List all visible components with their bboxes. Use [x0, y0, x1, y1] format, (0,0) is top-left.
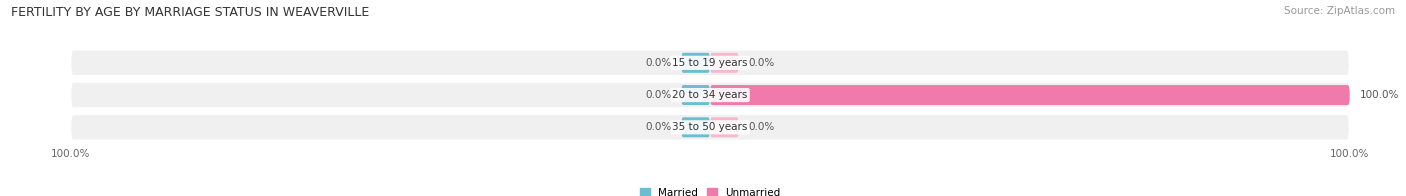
- Text: 0.0%: 0.0%: [645, 122, 672, 132]
- FancyBboxPatch shape: [710, 85, 1350, 105]
- Text: 15 to 19 years: 15 to 19 years: [672, 58, 748, 68]
- Text: 0.0%: 0.0%: [748, 122, 775, 132]
- Text: 0.0%: 0.0%: [645, 90, 672, 100]
- Text: 35 to 50 years: 35 to 50 years: [672, 122, 748, 132]
- FancyBboxPatch shape: [70, 114, 1350, 141]
- FancyBboxPatch shape: [710, 117, 738, 137]
- FancyBboxPatch shape: [710, 53, 738, 73]
- FancyBboxPatch shape: [682, 117, 710, 137]
- FancyBboxPatch shape: [682, 85, 710, 105]
- Text: 100.0%: 100.0%: [1360, 90, 1399, 100]
- FancyBboxPatch shape: [682, 53, 710, 73]
- Text: 0.0%: 0.0%: [645, 58, 672, 68]
- FancyBboxPatch shape: [70, 82, 1350, 108]
- Text: Source: ZipAtlas.com: Source: ZipAtlas.com: [1284, 6, 1395, 16]
- Text: 0.0%: 0.0%: [748, 58, 775, 68]
- Text: 20 to 34 years: 20 to 34 years: [672, 90, 748, 100]
- Legend: Married, Unmarried: Married, Unmarried: [636, 183, 785, 196]
- FancyBboxPatch shape: [70, 50, 1350, 76]
- Text: FERTILITY BY AGE BY MARRIAGE STATUS IN WEAVERVILLE: FERTILITY BY AGE BY MARRIAGE STATUS IN W…: [11, 6, 370, 19]
